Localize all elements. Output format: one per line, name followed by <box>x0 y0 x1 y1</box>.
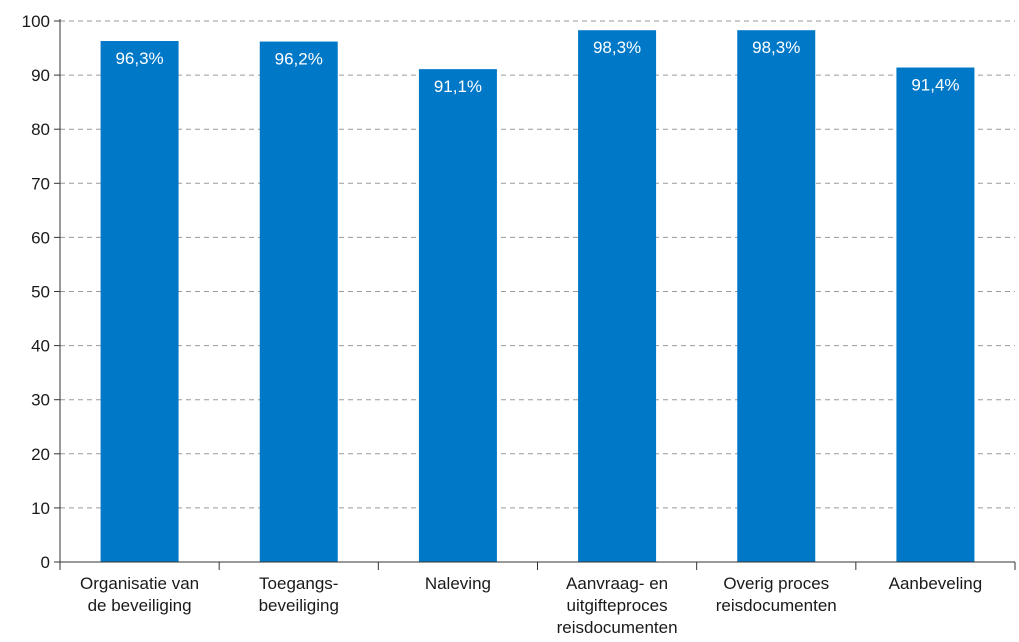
y-tick-label: 50 <box>31 283 50 302</box>
data-label: 98,3% <box>752 38 800 57</box>
y-tick-label: 80 <box>31 120 50 139</box>
y-tick-label: 20 <box>31 445 50 464</box>
bars <box>100 30 975 563</box>
data-label: 96,2% <box>275 50 323 69</box>
x-category-label: Overig proces <box>723 574 829 593</box>
y-tick-label: 90 <box>31 66 50 85</box>
x-axis-labels: Organisatie van de beveiliging Toegangs-be… <box>80 574 982 637</box>
bar <box>578 30 657 562</box>
bar <box>259 41 338 563</box>
data-label: 91,4% <box>911 76 959 95</box>
gridlines <box>60 20 1015 509</box>
y-tick-label: 10 <box>31 499 50 518</box>
y-tick-label: 0 <box>41 553 50 572</box>
bar <box>737 30 816 562</box>
x-category-label: beveiliging <box>259 596 339 615</box>
x-category-label: Organisatie van <box>80 574 199 593</box>
bar <box>418 69 497 563</box>
x-category-label: uitgifteproces <box>567 596 668 615</box>
y-tick-label: 30 <box>31 391 50 410</box>
axes <box>59 19 1016 570</box>
x-category-label: Aanbeveling <box>889 574 983 593</box>
x-category-label: reisdocumenten <box>716 596 837 615</box>
y-tick-label: 70 <box>31 174 50 193</box>
y-axis-ticks: 0 10 20 30 40 50 60 70 80 90 100 <box>22 12 60 572</box>
data-label: 96,3% <box>115 49 163 68</box>
x-category-label: Aanvraag- en <box>566 574 668 593</box>
x-category-label: Naleving <box>425 574 491 593</box>
bar <box>100 41 179 563</box>
y-tick-label: 60 <box>31 228 50 247</box>
data-label: 91,1% <box>434 77 482 96</box>
x-category-label: de beveiliging <box>88 596 192 615</box>
x-category-label: reisdocumenten <box>557 618 678 637</box>
x-category-label: Toegangs- <box>259 574 338 593</box>
data-labels: 96,3% 96,2% 91,1% 98,3% 98,3% 91,4% <box>115 38 959 96</box>
data-label: 98,3% <box>593 38 641 57</box>
y-tick-label: 100 <box>22 12 50 31</box>
y-tick-label: 40 <box>31 337 50 356</box>
bar <box>896 67 975 562</box>
